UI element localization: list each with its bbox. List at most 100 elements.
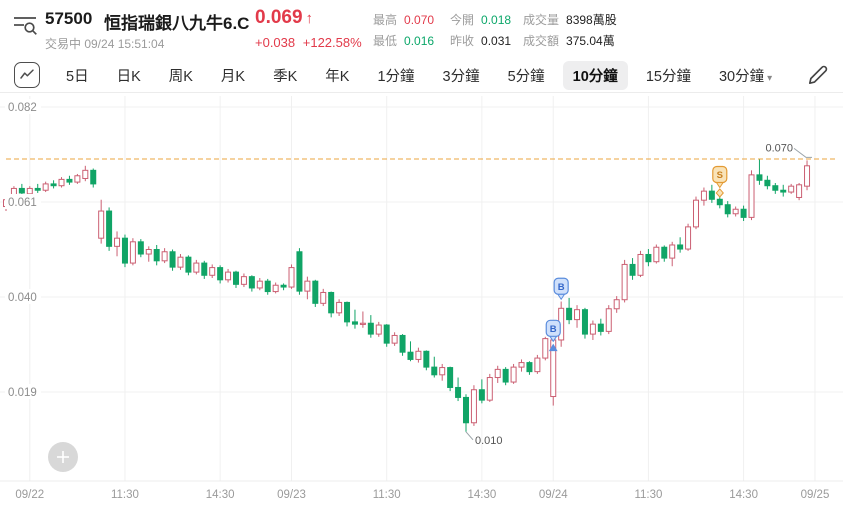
candle-body	[217, 267, 224, 281]
candle-body	[106, 210, 113, 247]
candle-body	[328, 291, 335, 314]
stat-value: 8398萬股	[566, 13, 617, 27]
candle-body	[240, 276, 247, 285]
candle-body	[359, 322, 366, 325]
candle-body	[248, 276, 255, 289]
stats-column: 成交量 8398萬股 成交額 375.04萬	[523, 10, 617, 52]
candle-body	[804, 165, 811, 187]
annotation-leader	[465, 431, 474, 441]
stat-5: 成交額 375.04萬	[523, 31, 617, 52]
stat-value: 0.016	[404, 34, 435, 48]
tab-interval-7[interactable]: 3分鐘	[433, 61, 490, 90]
candle-body	[42, 183, 49, 191]
candle-body	[470, 389, 477, 424]
candle-body	[589, 323, 596, 335]
stat-0: 最高 0.070	[373, 10, 450, 31]
candle-body	[653, 246, 660, 263]
candle-body	[58, 178, 65, 187]
candle-body	[502, 368, 509, 383]
candle-body	[98, 210, 105, 239]
candle-body	[407, 351, 414, 360]
stat-2: 今開 0.018	[450, 10, 523, 31]
change-value: +0.038	[255, 35, 296, 50]
candle-body	[478, 389, 485, 401]
candle-body	[272, 284, 279, 293]
tab-interval-10[interactable]: 15分鐘	[636, 61, 701, 90]
candle-body	[169, 251, 176, 268]
candle-body	[201, 262, 208, 276]
chart-type-button[interactable]	[14, 62, 40, 88]
price-up-arrow-icon: ↑	[305, 10, 314, 27]
tab-label: 5分鐘	[507, 68, 545, 85]
stock-name: 恒指瑞銀八九牛6.C	[104, 14, 250, 33]
tab-interval-8[interactable]: 5分鐘	[498, 61, 555, 90]
sell-marker-badge[interactable]	[712, 165, 728, 184]
candle-body	[669, 244, 676, 259]
candle-body	[764, 179, 771, 187]
y-axis-label: 0.040	[8, 292, 37, 304]
candle-body	[137, 241, 144, 255]
tab-interval-1[interactable]: 日K	[107, 61, 151, 90]
tab-label: 周K	[168, 68, 193, 85]
candle-body	[296, 251, 303, 292]
buy-badge-letter: B	[550, 324, 557, 335]
tab-interval-6[interactable]: 1分鐘	[367, 61, 424, 90]
add-button[interactable]	[48, 442, 78, 472]
candle-body	[50, 183, 57, 187]
buy-marker-badge[interactable]	[545, 319, 561, 337]
stock-symbol: 57500	[45, 9, 93, 28]
candle-body	[312, 280, 319, 304]
x-axis-label: 14:30	[206, 489, 235, 501]
price-annotation: 0.070	[765, 142, 793, 154]
tab-interval-2[interactable]: 周K	[159, 61, 203, 90]
candle-body	[597, 323, 604, 332]
candle-body	[685, 226, 692, 250]
candle-body	[256, 280, 263, 289]
candle-body	[344, 301, 351, 323]
x-axis-label: 11:30	[634, 489, 662, 501]
candle-body	[510, 366, 517, 383]
candle-body	[677, 244, 684, 250]
candle-body	[756, 174, 763, 181]
candle-body	[121, 237, 128, 264]
stat-label: 成交額	[523, 34, 560, 48]
tab-interval-0[interactable]: 5日	[56, 61, 99, 90]
candle-body	[566, 307, 573, 321]
candle-body	[629, 263, 636, 276]
tab-label: 日K	[116, 68, 141, 85]
candle-body	[621, 263, 628, 301]
candle-body	[367, 322, 374, 335]
tab-label: 1分鐘	[377, 68, 415, 85]
candle-body	[320, 291, 327, 304]
buy-badge-letter: B	[558, 282, 565, 293]
candle-body	[351, 321, 358, 325]
candle-body	[716, 198, 723, 206]
tab-interval-3[interactable]: 月K	[211, 61, 255, 90]
candle-body	[724, 204, 731, 215]
candle-body	[574, 309, 581, 321]
tab-label: 季K	[273, 68, 298, 85]
candle-body	[145, 249, 152, 255]
candle-body	[645, 253, 652, 263]
y-axis-label: 0.019	[8, 387, 37, 399]
candle-body	[193, 262, 200, 273]
list-search-icon[interactable]	[12, 13, 38, 37]
candle-body	[447, 367, 454, 388]
quote-stats: 最高 0.070 最低 0.016 今開 0.018 昨收 0.031 成交量 8398萬股 成交額…	[373, 10, 617, 52]
tab-interval-9[interactable]: 10分鐘	[562, 60, 628, 90]
candle-body	[439, 367, 446, 376]
buy-marker-badge[interactable]	[553, 277, 569, 295]
stat-label: 昨收	[450, 34, 475, 48]
tab-interval-11[interactable]: 30分鐘 ▾	[709, 61, 782, 90]
tab-interval-5[interactable]: 年K	[315, 61, 359, 90]
line-chart-icon	[20, 69, 34, 79]
candle-body	[462, 396, 469, 424]
tab-interval-4[interactable]: 季K	[263, 61, 307, 90]
y-label-backing	[5, 384, 41, 399]
tab-label: 30分鐘	[718, 68, 765, 85]
candle-body	[391, 334, 398, 344]
candle-body	[542, 338, 549, 359]
candle-body	[336, 301, 343, 314]
pencil-icon[interactable]	[805, 63, 829, 87]
